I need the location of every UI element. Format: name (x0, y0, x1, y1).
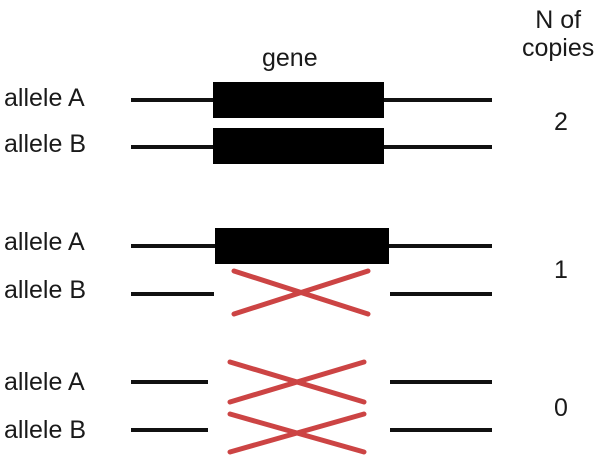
group-1-copy (131, 228, 492, 317)
group-1-copy-number: 1 (554, 256, 568, 284)
allele-a-deletion-cross (227, 359, 367, 405)
allele-b-deletion-cross (227, 411, 367, 455)
group-2-allele-a-label: allele A (4, 84, 85, 112)
group-2-allele-b-label: allele B (4, 130, 86, 158)
group-2-copy-number: 2 (554, 108, 568, 136)
group-2-copies (131, 82, 492, 164)
group-1-allele-b-label: allele B (4, 276, 86, 304)
copies-header-line2: copies (522, 34, 595, 62)
group-0-allele-b-label: allele B (4, 416, 86, 444)
allele-b-gene-box (213, 128, 384, 164)
copies-header: N of copies (522, 6, 594, 62)
group-1-allele-a-label: allele A (4, 228, 85, 256)
group-0-copies (131, 359, 492, 455)
allele-b-deletion-cross (231, 268, 371, 317)
group-0-copy-number: 0 (554, 394, 568, 422)
allele-a-gene-box (215, 228, 389, 264)
copies-header-line1: N of (535, 6, 582, 34)
allele-a-gene-box (213, 82, 384, 118)
group-0-allele-a-label: allele A (4, 368, 85, 396)
gene-label: gene (262, 44, 318, 72)
